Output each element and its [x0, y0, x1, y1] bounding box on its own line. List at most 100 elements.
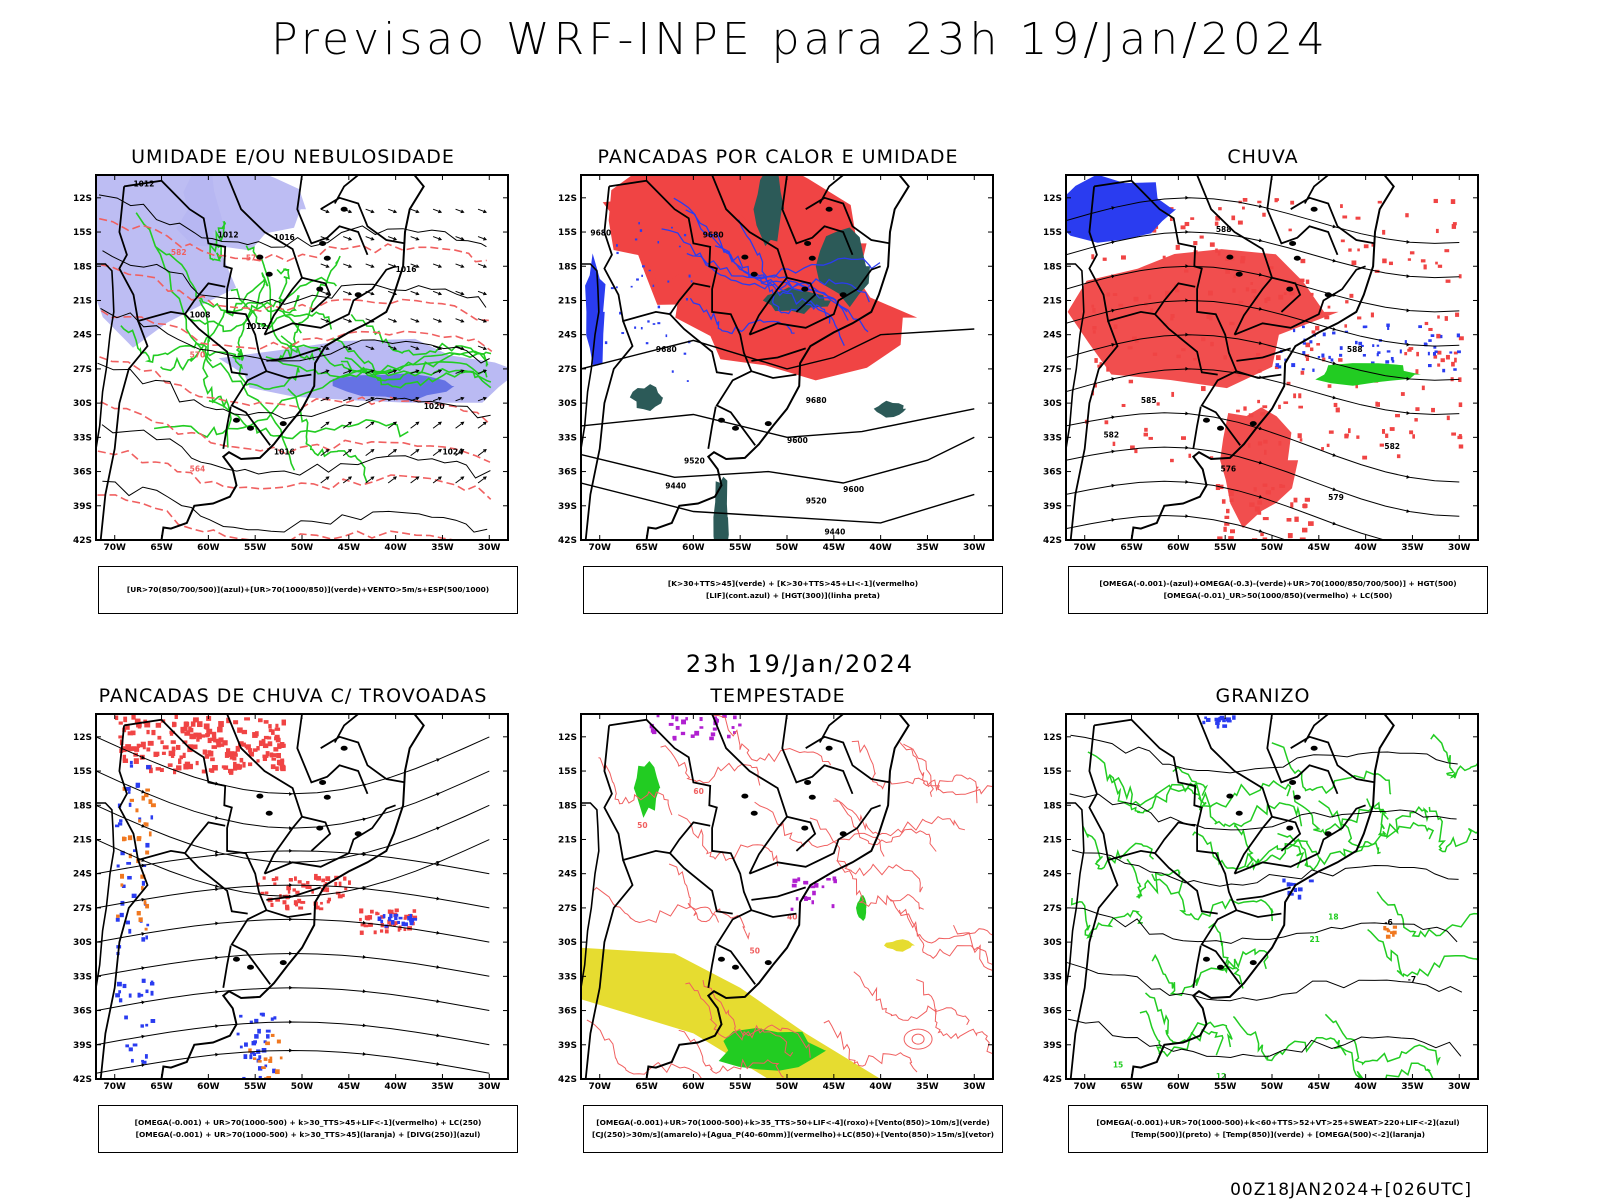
storm-area — [320, 901, 323, 905]
contour-label: 570 — [190, 351, 206, 360]
omega-rh-speckle — [1143, 432, 1148, 437]
omega-speckle — [1275, 363, 1280, 368]
lat-tick-label: 18S — [1043, 801, 1062, 811]
wind-vector-head — [482, 396, 488, 401]
lat-tick-label: 33S — [1043, 972, 1062, 982]
moderate-storm-speckle — [127, 835, 133, 841]
storm-area — [138, 744, 144, 748]
streamline-850 — [598, 757, 673, 816]
wind-vector-head — [325, 346, 330, 351]
lake — [801, 286, 809, 292]
border-line — [266, 370, 312, 379]
wind-vector — [477, 397, 487, 402]
omega-rh-speckle — [1253, 487, 1257, 492]
omega-rh-speckle — [1128, 379, 1134, 384]
border-line — [123, 179, 271, 446]
lifted-index-speckle — [640, 326, 643, 330]
divergence-speckle — [145, 1023, 149, 1027]
wind-vector-head — [370, 396, 375, 401]
lake — [1249, 960, 1257, 966]
lat-tick-label: 24S — [73, 331, 92, 341]
coastline — [581, 175, 910, 540]
omega-rh-speckle — [1458, 274, 1462, 279]
humidity-lower-contour — [135, 212, 296, 471]
hail-speckle — [1222, 717, 1226, 723]
border-line — [1069, 320, 1119, 540]
wind850-area — [856, 895, 867, 921]
streamline — [96, 987, 490, 1012]
contour-label: -6 — [1384, 918, 1392, 927]
hail-speckle — [1297, 887, 1303, 892]
storm-area — [182, 752, 186, 759]
lifted-index-speckle — [634, 238, 638, 241]
storm-area — [412, 909, 417, 913]
lat-tick-label: 15S — [1043, 767, 1062, 777]
lon-tick-label: 55W — [244, 1082, 267, 1092]
wind-vector-head — [325, 291, 330, 296]
lifted-index-contour — [738, 219, 845, 346]
omega-rh-speckle — [1112, 441, 1116, 447]
divergence-speckle — [141, 880, 145, 886]
omega-rh-speckle — [1262, 212, 1266, 217]
border-line — [608, 718, 756, 985]
omega-rh-speckle — [1162, 255, 1166, 259]
moderate-storm-speckle — [145, 850, 150, 855]
geography — [1066, 714, 1395, 1079]
divergence-speckle — [146, 765, 151, 770]
border-line — [781, 175, 854, 256]
storm-area — [388, 923, 393, 927]
omega-rh-speckle — [1148, 294, 1152, 300]
omega-speckle — [1457, 350, 1461, 354]
storm-area — [359, 917, 362, 922]
wind850-area — [718, 1028, 827, 1071]
omega-rh-speckle — [1250, 282, 1254, 285]
divergence-speckle — [397, 920, 401, 925]
wind-vector-head — [370, 264, 375, 268]
border-line — [751, 370, 797, 379]
omega-rh-speckle — [1431, 407, 1435, 413]
omega-rh-speckle — [1445, 279, 1451, 283]
border-line — [603, 186, 711, 323]
lat-tick-label: 42S — [73, 536, 92, 546]
streamline-850 — [678, 1029, 784, 1078]
divergence-speckle — [409, 920, 414, 926]
omega-rh-speckle — [1184, 221, 1190, 227]
divergence-speckle — [120, 850, 125, 856]
thickness-contour — [100, 310, 493, 353]
divergence-speckle — [118, 990, 122, 994]
omega-rh-speckle — [1321, 447, 1324, 451]
divergence-speckle — [141, 937, 146, 942]
divergence-speckle — [254, 1034, 259, 1039]
omega-speckle — [1332, 331, 1336, 335]
severe-storm-speckle — [726, 734, 731, 739]
lon-tick-label: 30W — [963, 543, 986, 553]
lake — [256, 254, 264, 260]
storm-area — [224, 751, 230, 758]
omega-rh-speckle — [1118, 303, 1124, 307]
storm-area — [200, 734, 206, 738]
lon-tick-label: 65W — [150, 1082, 173, 1092]
lon-tick-label: 55W — [244, 543, 267, 553]
storm-area — [256, 746, 260, 751]
storm-area — [368, 922, 372, 927]
omega-rh-speckle — [1193, 241, 1198, 246]
coastline — [581, 714, 910, 1079]
omega-speckle — [1390, 356, 1394, 361]
omega-speckle — [1291, 363, 1296, 368]
omega-rh-speckle — [1215, 248, 1218, 253]
omega-speckle — [1440, 334, 1443, 339]
panel-legend: [K>30+TTS>45](verde) + [K>30+TTS>45+LI<-… — [583, 566, 1003, 614]
border-line — [301, 276, 332, 313]
wind-vector-head — [370, 421, 375, 426]
storm-area — [313, 876, 318, 880]
omega-rh-speckle — [1229, 498, 1234, 502]
border-line — [1154, 852, 1218, 915]
lat-tick-label: 39S — [73, 502, 92, 512]
lat-tick-label: 30S — [558, 938, 577, 948]
severe-storm-speckle — [675, 725, 680, 730]
wind-vector — [432, 208, 442, 213]
moderate-storm-speckle — [129, 798, 135, 802]
omega-rh-speckle — [1228, 536, 1234, 540]
streamline-850 — [834, 798, 966, 837]
border-line — [819, 175, 844, 204]
